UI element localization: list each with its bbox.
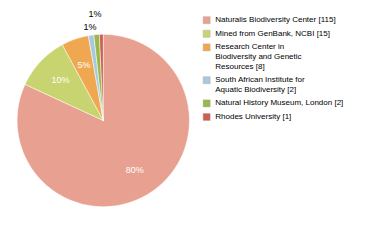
svg-text:South African Institute forAqu: South African Institute forAquatic Biodi… — [215, 75, 305, 94]
svg-text:1%: 1% — [89, 9, 102, 19]
svg-text:Naturalis Biodiversity Center: Naturalis Biodiversity Center [115] — [215, 15, 335, 24]
svg-text:Mined from GenBank, NCBI [15]: Mined from GenBank, NCBI [15] — [215, 29, 330, 38]
svg-text:80%: 80% — [126, 165, 144, 175]
svg-text:Rhodes University [1]: Rhodes University [1] — [215, 112, 291, 121]
svg-text:5%: 5% — [78, 60, 91, 70]
svg-text:10%: 10% — [52, 75, 70, 85]
svg-text:Natural History Museum, London: Natural History Museum, London [2] — [215, 98, 343, 107]
svg-text:Research Center inBiodiversity: Research Center inBiodiversity and Genet… — [215, 42, 301, 70]
svg-text:1%: 1% — [83, 22, 96, 32]
